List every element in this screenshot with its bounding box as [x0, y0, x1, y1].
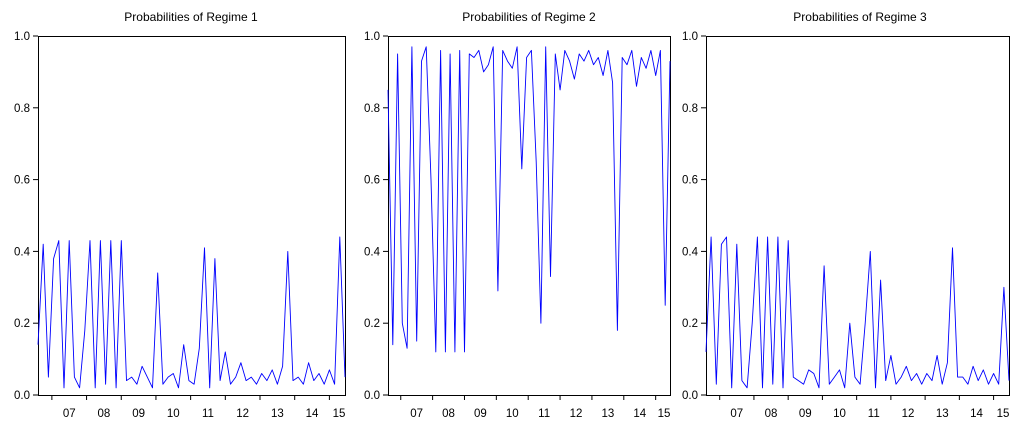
- y-tick-label: 0.6: [14, 175, 30, 187]
- x-tick-label: 15: [333, 408, 346, 420]
- panel-title: Probabilities of Regime 3: [793, 10, 927, 24]
- series-layer: [37, 236, 346, 389]
- panel-regime-1: Probabilities of Regime 1 0.00.20.40.60.…: [14, 10, 346, 420]
- y-tick-label: 0.2: [14, 318, 30, 330]
- x-tick-label: 14: [970, 408, 983, 420]
- x-tick-label: 11: [202, 408, 214, 420]
- y-tick-label: 1.0: [14, 31, 30, 43]
- axis-ticks: 0.0 0.2 0.4 0.6 0.8 1.0 07 08 09 10 11 12 13 14 15: [682, 31, 1009, 420]
- axis-ticks: 0.0 0.2 0.4 0.6 0.8 1.0 07 08 09 10 11 12 13 14 15: [14, 31, 345, 420]
- y-tick-label: 0.0: [14, 390, 30, 402]
- y-tick-label: 1.0: [682, 31, 698, 43]
- x-tick-label: 08: [765, 408, 778, 420]
- y-tick-label: 0.2: [682, 318, 698, 330]
- x-tick-label: 10: [167, 408, 180, 420]
- y-tick-label: 0.6: [364, 175, 380, 187]
- panel-regime-2: Probabilities of Regime 2 0.00.20.40.60.…: [364, 10, 671, 420]
- axis-ticks: 0.0 0.2 0.4 0.6 0.8 1.0 07 08 09 10 11 12 13 14 15: [364, 31, 670, 420]
- y-tick-label: 0.2: [364, 318, 380, 330]
- x-tick-label: 13: [271, 408, 284, 420]
- y-tick-label: 0.8: [682, 103, 698, 115]
- x-tick-label: 13: [601, 408, 614, 420]
- x-tick-label: 11: [868, 408, 880, 420]
- plot-frame: [388, 36, 671, 396]
- plot-frame: [38, 36, 346, 396]
- x-tick-label: 15: [658, 408, 671, 420]
- x-tick-label: 08: [442, 408, 455, 420]
- y-tick-label: 0.0: [682, 390, 698, 402]
- x-tick-label: 14: [306, 408, 319, 420]
- y-tick-label: 0.4: [14, 246, 31, 258]
- y-tick-label: 0.0: [364, 390, 380, 402]
- x-tick-label: 09: [132, 408, 145, 420]
- x-tick-label: 11: [538, 408, 550, 420]
- panel-title: Probabilities of Regime 1: [124, 10, 258, 24]
- y-tick-label: 0.6: [682, 175, 698, 187]
- x-tick-label: 12: [570, 408, 583, 420]
- x-tick-label: 09: [474, 408, 487, 420]
- panel-title: Probabilities of Regime 2: [462, 10, 596, 24]
- x-tick-label: 15: [997, 408, 1010, 420]
- panel-regime-3: Probabilities of Regime 3 0.00.20.40.60.…: [682, 10, 1010, 420]
- x-tick-label: 09: [799, 408, 812, 420]
- series-line: [705, 236, 1010, 389]
- x-tick-label: 07: [730, 408, 743, 420]
- x-tick-label: 12: [902, 408, 915, 420]
- series-layer: [705, 236, 1010, 389]
- y-tick-label: 0.8: [364, 103, 380, 115]
- x-tick-label: 13: [936, 408, 949, 420]
- series-layer: [387, 46, 671, 353]
- x-tick-label: 14: [633, 408, 646, 420]
- x-tick-label: 07: [410, 408, 423, 420]
- y-tick-label: 1.0: [364, 31, 380, 43]
- series-line: [387, 46, 671, 353]
- y-tick-label: 0.8: [14, 103, 30, 115]
- x-tick-label: 10: [506, 408, 519, 420]
- plot-frame: [706, 36, 1010, 396]
- x-tick-label: 10: [833, 408, 846, 420]
- x-tick-label: 12: [236, 408, 249, 420]
- y-tick-label: 0.4: [682, 246, 699, 258]
- x-tick-label: 08: [98, 408, 111, 420]
- y-tick-label: 0.4: [364, 246, 381, 258]
- series-line: [37, 236, 346, 389]
- x-tick-label: 07: [63, 408, 76, 420]
